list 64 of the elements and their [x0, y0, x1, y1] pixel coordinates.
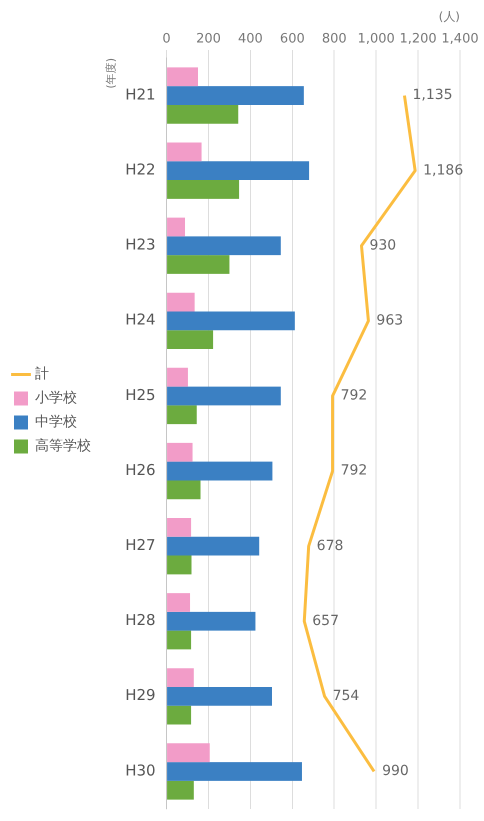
bar	[167, 67, 198, 86]
bar	[167, 255, 230, 274]
data-label: 963	[376, 312, 404, 328]
bar	[167, 536, 260, 556]
bar	[167, 743, 210, 762]
bar	[167, 686, 272, 706]
bar	[167, 762, 302, 781]
data-label: 930	[369, 237, 396, 254]
bar	[167, 311, 295, 330]
legend-label: 中学校	[35, 414, 77, 430]
bar	[167, 161, 310, 180]
bar	[167, 86, 304, 105]
x-tick-label: 1,000	[358, 32, 395, 47]
legend-label: 小学校	[35, 390, 77, 406]
bar	[167, 706, 192, 725]
x-tick-label: 800	[322, 32, 347, 47]
bar	[167, 386, 281, 406]
bar	[167, 180, 240, 199]
bar	[167, 593, 190, 612]
bar	[167, 612, 256, 631]
bar	[167, 442, 193, 462]
data-label: 792	[340, 388, 368, 404]
bar	[167, 405, 197, 424]
data-label: 678	[316, 538, 344, 554]
x-tick-label: 600	[280, 32, 305, 47]
x-axis-title: (人)	[438, 9, 460, 24]
y-tick-label: H30	[125, 761, 156, 780]
bar	[167, 480, 201, 500]
y-tick-label: H24	[125, 310, 156, 329]
bar	[167, 462, 272, 480]
bar	[167, 104, 238, 124]
legend-label: 計	[35, 366, 49, 382]
bar	[167, 518, 192, 537]
bar	[167, 218, 186, 236]
bar	[167, 556, 192, 574]
bar	[167, 668, 194, 687]
x-tick-label: 200	[196, 32, 221, 47]
y-tick-label: H28	[125, 611, 156, 630]
bar	[167, 330, 214, 350]
data-label: 754	[332, 688, 360, 704]
data-label: 1,186	[423, 162, 464, 178]
legend-label: 高等学校	[35, 438, 91, 454]
y-tick-label: H25	[125, 386, 156, 404]
y-tick-label: H29	[125, 686, 156, 704]
y-axis-title: (年度)	[104, 58, 118, 89]
bar	[167, 236, 281, 256]
bar	[167, 780, 194, 800]
x-tick-label: 0	[162, 32, 171, 47]
bar	[167, 630, 192, 650]
data-label: 792	[340, 462, 368, 479]
bar	[167, 292, 195, 312]
y-tick-label: H22	[125, 160, 156, 179]
bar	[167, 142, 202, 162]
x-tick-label: 400	[238, 32, 263, 47]
data-label: 1,135	[412, 87, 453, 104]
data-label: 990	[382, 763, 409, 780]
data-label: 657	[312, 612, 340, 629]
y-tick-label: H21	[125, 85, 156, 104]
bar	[167, 368, 188, 387]
y-tick-label: H23	[125, 236, 156, 254]
y-tick-label: H26	[125, 460, 156, 479]
x-tick-label: 1,400	[441, 32, 479, 47]
x-tick-label: 1,200	[399, 32, 437, 47]
y-tick-label: H27	[125, 536, 156, 554]
